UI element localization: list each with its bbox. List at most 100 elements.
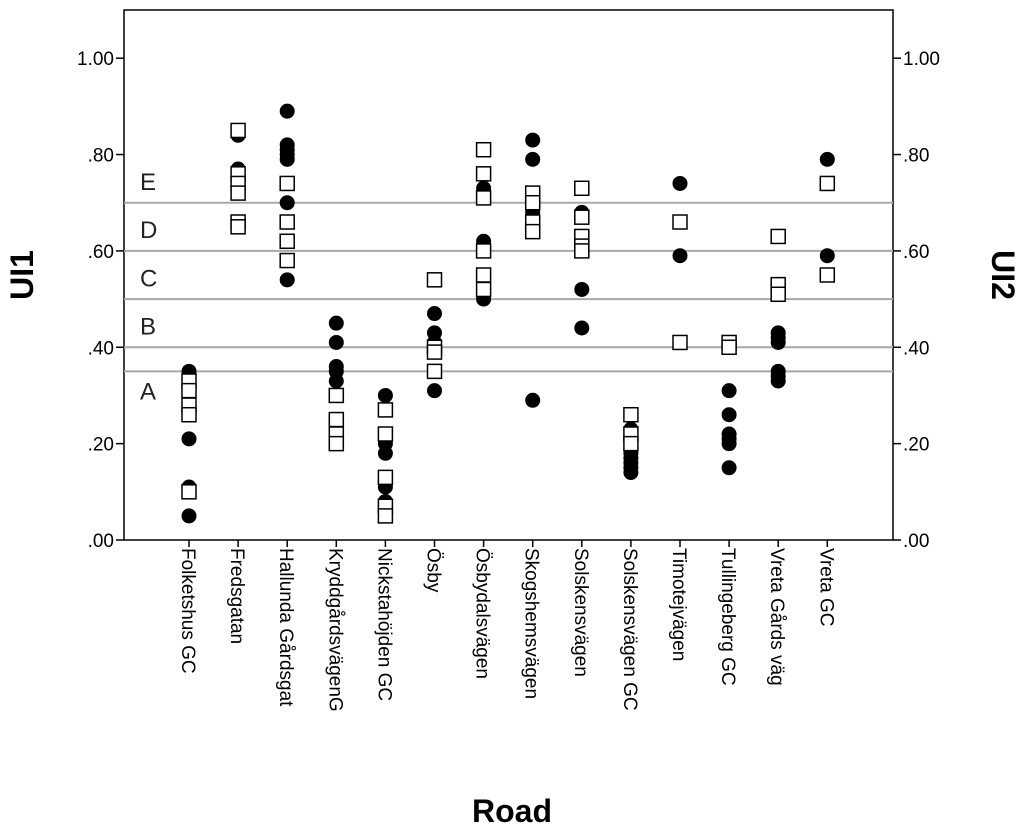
- y-tick-label: 1.00: [77, 49, 114, 70]
- data-point-square: [377, 426, 394, 442]
- data-point-square: [230, 122, 246, 139]
- x-tick-label: Vreta Gårds väg: [766, 548, 787, 686]
- band-label: A: [140, 379, 156, 406]
- data-point-circle: [819, 248, 835, 264]
- x-tick-label: Hallunda Gårdsgat: [275, 548, 296, 707]
- y-tick-label: .80: [903, 146, 929, 167]
- data-markers: [181, 103, 836, 524]
- data-point-square: [819, 267, 836, 283]
- data-point-circle: [770, 334, 786, 350]
- plot-area: [123, 9, 894, 541]
- y-tick-label: .40: [903, 338, 929, 359]
- data-point-square: [377, 469, 394, 486]
- data-point-circle: [377, 445, 393, 461]
- y-tick-label: .00: [903, 531, 929, 552]
- x-tick-label: Nickstahöjden GC: [373, 548, 394, 701]
- band-label: E: [140, 169, 156, 196]
- data-point-square: [574, 209, 590, 225]
- data-point-square: [426, 344, 443, 360]
- band-label: D: [140, 217, 157, 244]
- data-point-square: [377, 402, 394, 418]
- y-tick-label: .60: [88, 242, 114, 263]
- data-point-square: [279, 233, 295, 250]
- band-label: B: [140, 314, 156, 341]
- y-axis-title-right: UI2: [985, 250, 1021, 300]
- data-point-circle: [525, 151, 541, 167]
- data-point-circle: [672, 248, 688, 264]
- y-tick-label: .00: [88, 531, 114, 552]
- data-point-square: [230, 185, 246, 201]
- data-point-circle: [672, 175, 688, 191]
- data-point-square: [475, 267, 492, 283]
- data-point-square: [181, 406, 197, 423]
- data-point-circle: [181, 431, 197, 447]
- data-point-circle: [181, 508, 197, 524]
- right-y-axis: .00 .20 .40 .60 .80 1.00: [893, 49, 940, 552]
- data-point-circle: [427, 306, 442, 322]
- data-point-square: [770, 286, 786, 303]
- band-label: C: [140, 265, 157, 292]
- data-point-square: [426, 363, 443, 380]
- data-point-square: [230, 219, 246, 235]
- data-point-square: [524, 223, 541, 240]
- x-tick-label: Vreta GC: [815, 548, 836, 627]
- data-point-circle: [377, 387, 393, 403]
- data-point-circle: [721, 436, 737, 452]
- data-point-circle: [525, 392, 541, 408]
- data-point-square: [426, 272, 443, 288]
- x-tick-label: Timotejvägen: [668, 548, 689, 661]
- data-point-square: [475, 243, 492, 259]
- data-point-circle: [623, 465, 639, 481]
- data-point-square: [672, 214, 688, 230]
- data-point-square: [475, 281, 492, 298]
- data-point-circle: [819, 151, 835, 167]
- data-point-circle: [328, 334, 344, 350]
- threshold-lines: [124, 201, 893, 373]
- data-point-square: [524, 194, 541, 211]
- x-tick-label: Fredsgatan: [226, 548, 247, 644]
- data-point-circle: [279, 151, 295, 167]
- data-point-circle: [279, 272, 295, 288]
- data-point-circle: [279, 103, 295, 119]
- x-tick-label: Folketshus GC: [177, 548, 198, 674]
- x-tick-label: Ösbydalsvägen: [472, 548, 493, 679]
- data-point-square: [377, 508, 394, 524]
- data-point-circle: [574, 320, 590, 336]
- y-tick-label: .20: [903, 435, 929, 456]
- y-tick-label: .80: [88, 146, 114, 167]
- y-tick-label: .20: [88, 435, 114, 456]
- data-point-circle: [279, 195, 295, 211]
- x-tick-label: Solskensvägen GC: [619, 548, 640, 711]
- data-point-square: [574, 243, 590, 259]
- data-point-square: [475, 190, 492, 206]
- data-point-square: [475, 141, 492, 158]
- data-point-circle: [328, 315, 344, 331]
- data-point-square: [279, 214, 295, 230]
- y-tick-label: 1.00: [903, 49, 940, 70]
- x-tick-label: Skogshemsvägen: [521, 548, 542, 699]
- data-point-square: [574, 180, 590, 197]
- x-tick-label: Ösby: [423, 548, 444, 593]
- left-y-axis: .00 .20 .40 .60 .80 1.00: [77, 49, 124, 552]
- data-point-square: [328, 387, 345, 404]
- data-point-square: [721, 339, 737, 356]
- y-tick-label: .40: [88, 338, 114, 359]
- data-point-circle: [427, 383, 442, 399]
- data-point-square: [770, 228, 786, 245]
- data-point-circle: [525, 132, 541, 148]
- data-point-square: [475, 166, 492, 182]
- data-point-circle: [328, 373, 344, 389]
- data-point-square: [623, 406, 639, 423]
- data-point-circle: [721, 383, 737, 399]
- data-point-square: [181, 484, 197, 500]
- y-axis-title-left: UI1: [4, 250, 40, 300]
- x-tick-label: Tullingeberg GC: [717, 548, 738, 686]
- y-tick-label: .60: [903, 242, 929, 263]
- data-point-square: [279, 175, 295, 192]
- x-tick-label: KryddgårdsvägenG: [324, 548, 345, 712]
- x-axis: Folketshus GC Fredsgatan Hallunda Gårdsgat…: [177, 540, 836, 712]
- data-point-circle: [721, 407, 737, 423]
- data-point-circle: [770, 373, 786, 389]
